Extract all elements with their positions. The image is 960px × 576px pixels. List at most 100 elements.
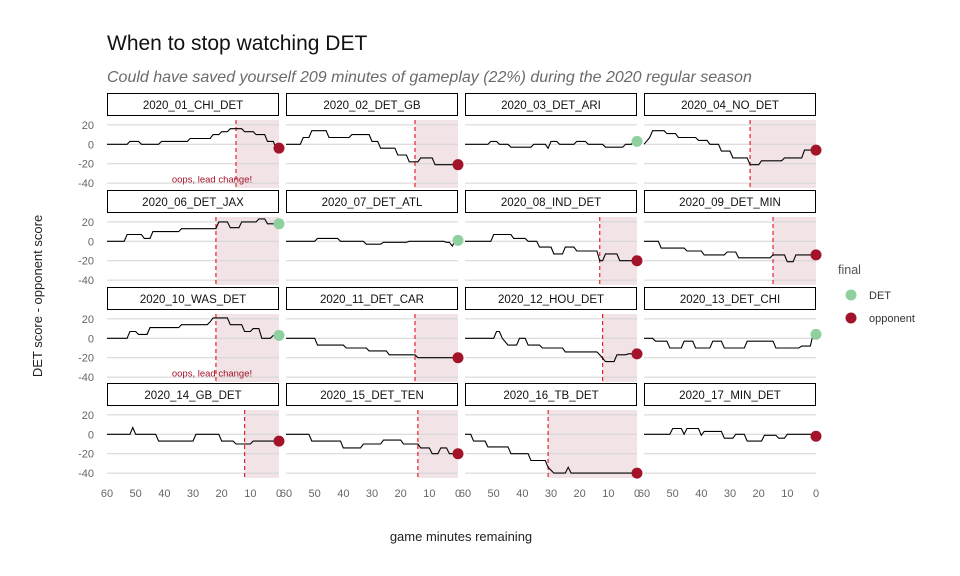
x-tick-label: 20 (216, 488, 228, 500)
y-tick-label: -40 (78, 372, 94, 384)
strip-box (644, 383, 816, 406)
panel-2020-06-det-jax: 2020_06_DET_JAX 20 0 -20 -40 (78, 190, 285, 287)
panel-2020-12-hou-det: 2020_12_HOU_DET (465, 287, 643, 382)
legend-dot-det (845, 289, 857, 301)
final-score-dot (452, 234, 464, 246)
panel-2020-14-gb-det: 2020_14_GB_DET 20 0 -20 -40 60 50 40 30 20 10 0 (78, 383, 285, 500)
legend-label-det: DET (869, 290, 891, 302)
strip-box (465, 287, 637, 310)
final-score-dot (452, 159, 464, 171)
strip-box (286, 287, 458, 310)
x-tick-label: 30 (724, 488, 736, 500)
y-tick-label: 20 (82, 217, 94, 229)
final-score-dot (631, 135, 643, 147)
panel-2020-17-min-det: 2020_17_MIN_DET 60 50 40 30 20 10 0 (638, 383, 822, 500)
panel-2020-08-ind-det: 2020_08_IND_DET (465, 190, 643, 285)
x-tick-label: 10 (244, 488, 256, 500)
x-tick-label: 30 (545, 488, 557, 500)
final-score-dot (631, 348, 643, 360)
x-tick-label: 30 (187, 488, 199, 500)
final-score-dot (273, 329, 285, 341)
score-line (465, 433, 637, 474)
strip-label: 2020_10_WAS_DET (140, 294, 246, 306)
x-tick-label: 0 (276, 488, 282, 500)
strip-label: 2020_15_DET_TEN (320, 390, 424, 402)
final-score-dot (273, 435, 285, 447)
x-tick-label: 20 (395, 488, 407, 500)
lead-change-annotation: oops, lead change! (172, 368, 252, 379)
y-tick-label: 20 (82, 410, 94, 422)
strip-box (286, 383, 458, 406)
final-score-dot (273, 218, 285, 230)
strip-label: 2020_07_DET_ATL (322, 197, 423, 209)
strip-box (465, 383, 637, 406)
final-score-dot (810, 328, 822, 340)
final-score-dot (452, 448, 464, 460)
y-tick-label: -20 (78, 449, 94, 461)
score-line (107, 317, 279, 339)
panel-2020-13-det-chi: 2020_13_DET_CHI (644, 287, 822, 378)
chart-subtitle: Could have saved yourself 209 minutes of… (107, 69, 752, 86)
strip-box (286, 93, 458, 116)
skip-region (215, 217, 279, 285)
x-tick-label: 60 (101, 488, 113, 500)
x-tick-label: 10 (781, 488, 793, 500)
score-line (644, 333, 816, 349)
panel-2020-16-tb-det: 2020_16_TB_DET 60 50 40 30 20 10 0 (459, 383, 643, 500)
strip-label: 2020_03_DET_ARI (501, 100, 601, 112)
strip-label: 2020_13_DET_CHI (680, 294, 780, 306)
x-tick-label: 40 (695, 488, 707, 500)
panel-2020-04-no-det: 2020_04_NO_DET (643, 93, 822, 188)
x-tick-label: 10 (423, 488, 435, 500)
x-tick-label: 0 (455, 488, 461, 500)
y-tick-label: 0 (88, 236, 94, 248)
skip-region (236, 120, 279, 188)
y-tick-label: 20 (82, 120, 94, 132)
x-tick-label: 50 (667, 488, 679, 500)
score-line (107, 218, 279, 242)
panel-2020-09-det-min: 2020_09_DET_MIN (644, 190, 822, 285)
strip-box (644, 287, 816, 310)
y-tick-label: 20 (82, 314, 94, 326)
strip-box (465, 190, 637, 213)
strip-label: 2020_09_DET_MIN (679, 197, 781, 209)
x-tick-label: 20 (753, 488, 765, 500)
legend-label-opponent: opponent (869, 313, 915, 325)
panel-2020-11-det-car: 2020_11_DET_CAR (286, 287, 464, 382)
y-tick-label: -20 (78, 353, 94, 365)
final-score-dot (273, 142, 285, 154)
skip-region (548, 410, 637, 478)
x-tick-label: 30 (366, 488, 378, 500)
x-tick-label: 10 (602, 488, 614, 500)
strip-label: 2020_01_CHI_DET (143, 100, 243, 112)
final-score-dot (810, 144, 822, 156)
strip-box (465, 93, 637, 116)
score-line (286, 337, 458, 359)
skip-region (417, 410, 458, 478)
panel-2020-10-was-det: 2020_10_WAS_DET oops, lead change! 20 0 -20 -… (78, 287, 285, 384)
strip-label: 2020_16_TB_DET (503, 390, 598, 402)
panel-2020-07-det-atl: 2020_07_DET_ATL (286, 190, 464, 281)
strip-label: 2020_11_DET_CAR (320, 294, 424, 306)
strip-box (107, 190, 279, 213)
x-tick-label: 40 (337, 488, 349, 500)
panel-2020-15-det-ten: 2020_15_DET_TEN 60 50 40 30 20 10 0 (280, 383, 464, 500)
panel-grid: 2020_01_CHI_DET oops, lead change! 20 0 -20 -… (78, 93, 822, 500)
strip-label: 2020_02_DET_GB (323, 100, 421, 112)
score-line (286, 237, 458, 248)
x-tick-label: 0 (634, 488, 640, 500)
x-tick-label: 60 (459, 488, 471, 500)
score-line (644, 240, 816, 263)
x-tick-label: 60 (638, 488, 650, 500)
strip-label: 2020_17_MIN_DET (679, 390, 781, 402)
score-line (643, 130, 816, 166)
final-score-dot (810, 430, 822, 442)
final-score-dot (452, 352, 464, 364)
legend-dot-opponent (845, 312, 857, 324)
x-axis-title: game minutes remaining (390, 529, 532, 544)
score-line (465, 140, 637, 150)
legend: final DET opponent (838, 263, 915, 325)
y-tick-label: -20 (78, 159, 94, 171)
strip-label: 2020_04_NO_DET (681, 100, 779, 112)
